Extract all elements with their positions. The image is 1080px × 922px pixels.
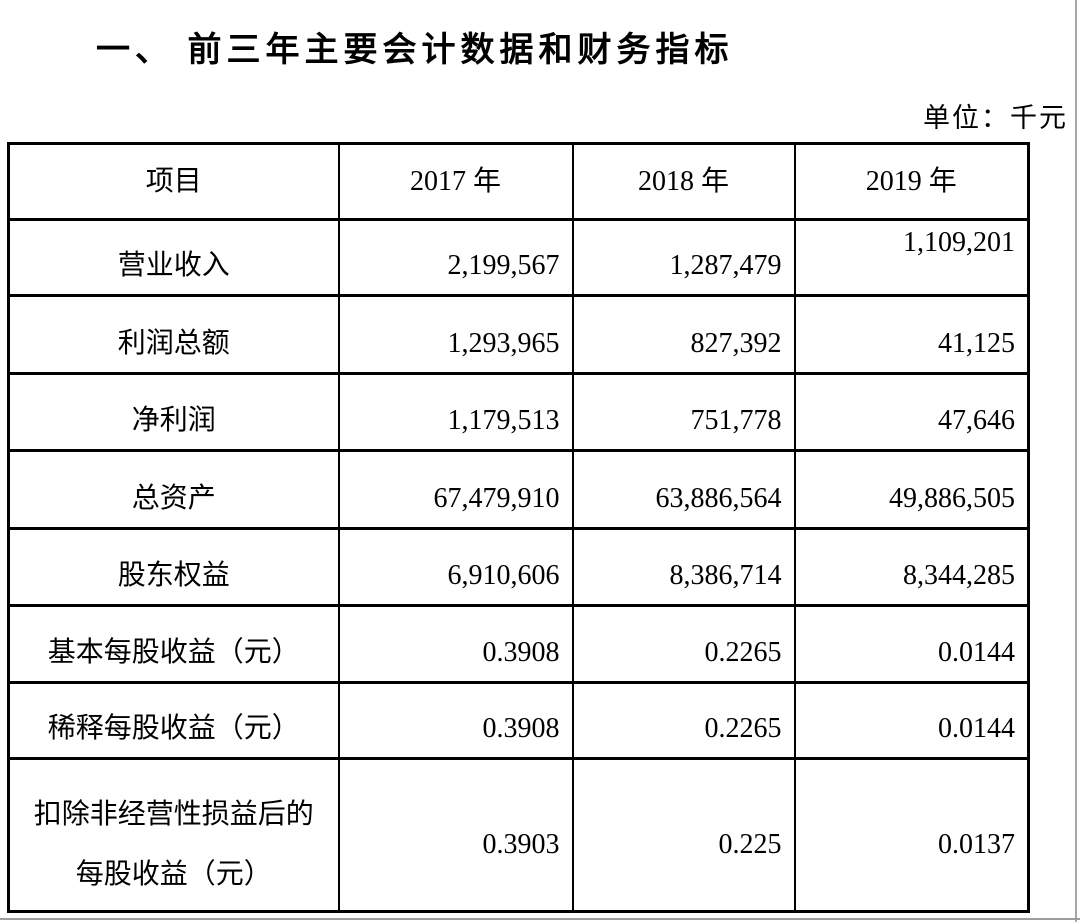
row-label: 股东权益 [7,527,340,607]
value-cell: 0.0144 [793,604,1030,684]
row-label: 净利润 [7,372,340,452]
value-cell: 63,886,564 [571,449,796,530]
row-label: 扣除非经营性损益后的 每股收益（元） [7,757,340,913]
row-label: 基本每股收益（元） [7,604,340,684]
table-row-total-assets: 总资产 67,479,910 63,886,564 49,886,505 [7,449,1030,530]
row-label: 营业收入 [7,218,340,297]
table-row-net-profit: 净利润 1,179,513 751,778 47,646 [7,372,1030,452]
column-header-2017: 2017 年 [337,142,574,221]
value-cell: 1,293,965 [337,294,574,375]
value-cell: 827,392 [571,294,796,375]
row-label-line-2: 每股收益（元） [75,859,272,890]
value-cell: 0.225 [571,757,796,913]
value-cell: 2,199,567 [337,218,574,297]
table-row-diluted-eps: 稀释每股收益（元） 0.3908 0.2265 0.0144 [7,681,1030,760]
value-cell: 0.0144 [793,681,1030,760]
column-header-2019: 2019 年 [793,142,1030,221]
value-cell: 49,886,505 [793,449,1030,530]
table-row-shareholders-equity: 股东权益 6,910,606 8,386,714 8,344,285 [7,527,1030,607]
value-cell: 0.0137 [793,757,1030,913]
value-cell: 8,344,285 [793,527,1030,607]
table-header-row: 项目 2017 年 2018 年 2019 年 [7,142,1030,221]
row-label: 利润总额 [7,294,340,375]
table-row-total-profit: 利润总额 1,293,965 827,392 41,125 [7,294,1030,375]
value-cell: 47,646 [793,372,1030,452]
value-cell: 0.3903 [337,757,574,913]
row-label: 稀释每股收益（元） [7,681,340,760]
unit-label: 单位：千元 [923,103,1068,133]
row-label: 总资产 [7,449,340,530]
value-cell: 41,125 [793,294,1030,375]
row-label-line-1: 扣除非经营性损益后的 [33,799,314,830]
value-cell: 1,179,513 [337,372,574,452]
value-cell: 6,910,606 [337,527,574,607]
value-cell: 1,109,201 [793,218,1030,297]
value-cell: 751,778 [571,372,796,452]
section-title: 一、 前三年主要会计数据和财务指标 [96,32,734,69]
page-edge-right [1075,0,1077,922]
column-header-2018: 2018 年 [571,142,796,221]
value-cell: 0.2265 [571,604,796,684]
financial-indicators-table: 项目 2017 年 2018 年 2019 年 营业收入 2,199,567 1… [7,142,1030,913]
table-row-basic-eps: 基本每股收益（元） 0.3908 0.2265 0.0144 [7,604,1030,684]
value-cell: 0.3908 [337,604,574,684]
table-row-eps-excluding-nonrecurring: 扣除非经营性损益后的 每股收益（元） 0.3903 0.225 0.0137 [7,757,1030,913]
value-cell: 67,479,910 [337,449,574,530]
value-cell: 0.3908 [337,681,574,760]
value-cell: 8,386,714 [571,527,796,607]
table-row-operating-revenue: 营业收入 2,199,567 1,287,479 1,109,201 [7,218,1030,297]
value-cell: 1,287,479 [571,218,796,297]
value-cell: 0.2265 [571,681,796,760]
column-header-item: 项目 [7,142,340,221]
page-edge-bottom [0,918,1080,920]
